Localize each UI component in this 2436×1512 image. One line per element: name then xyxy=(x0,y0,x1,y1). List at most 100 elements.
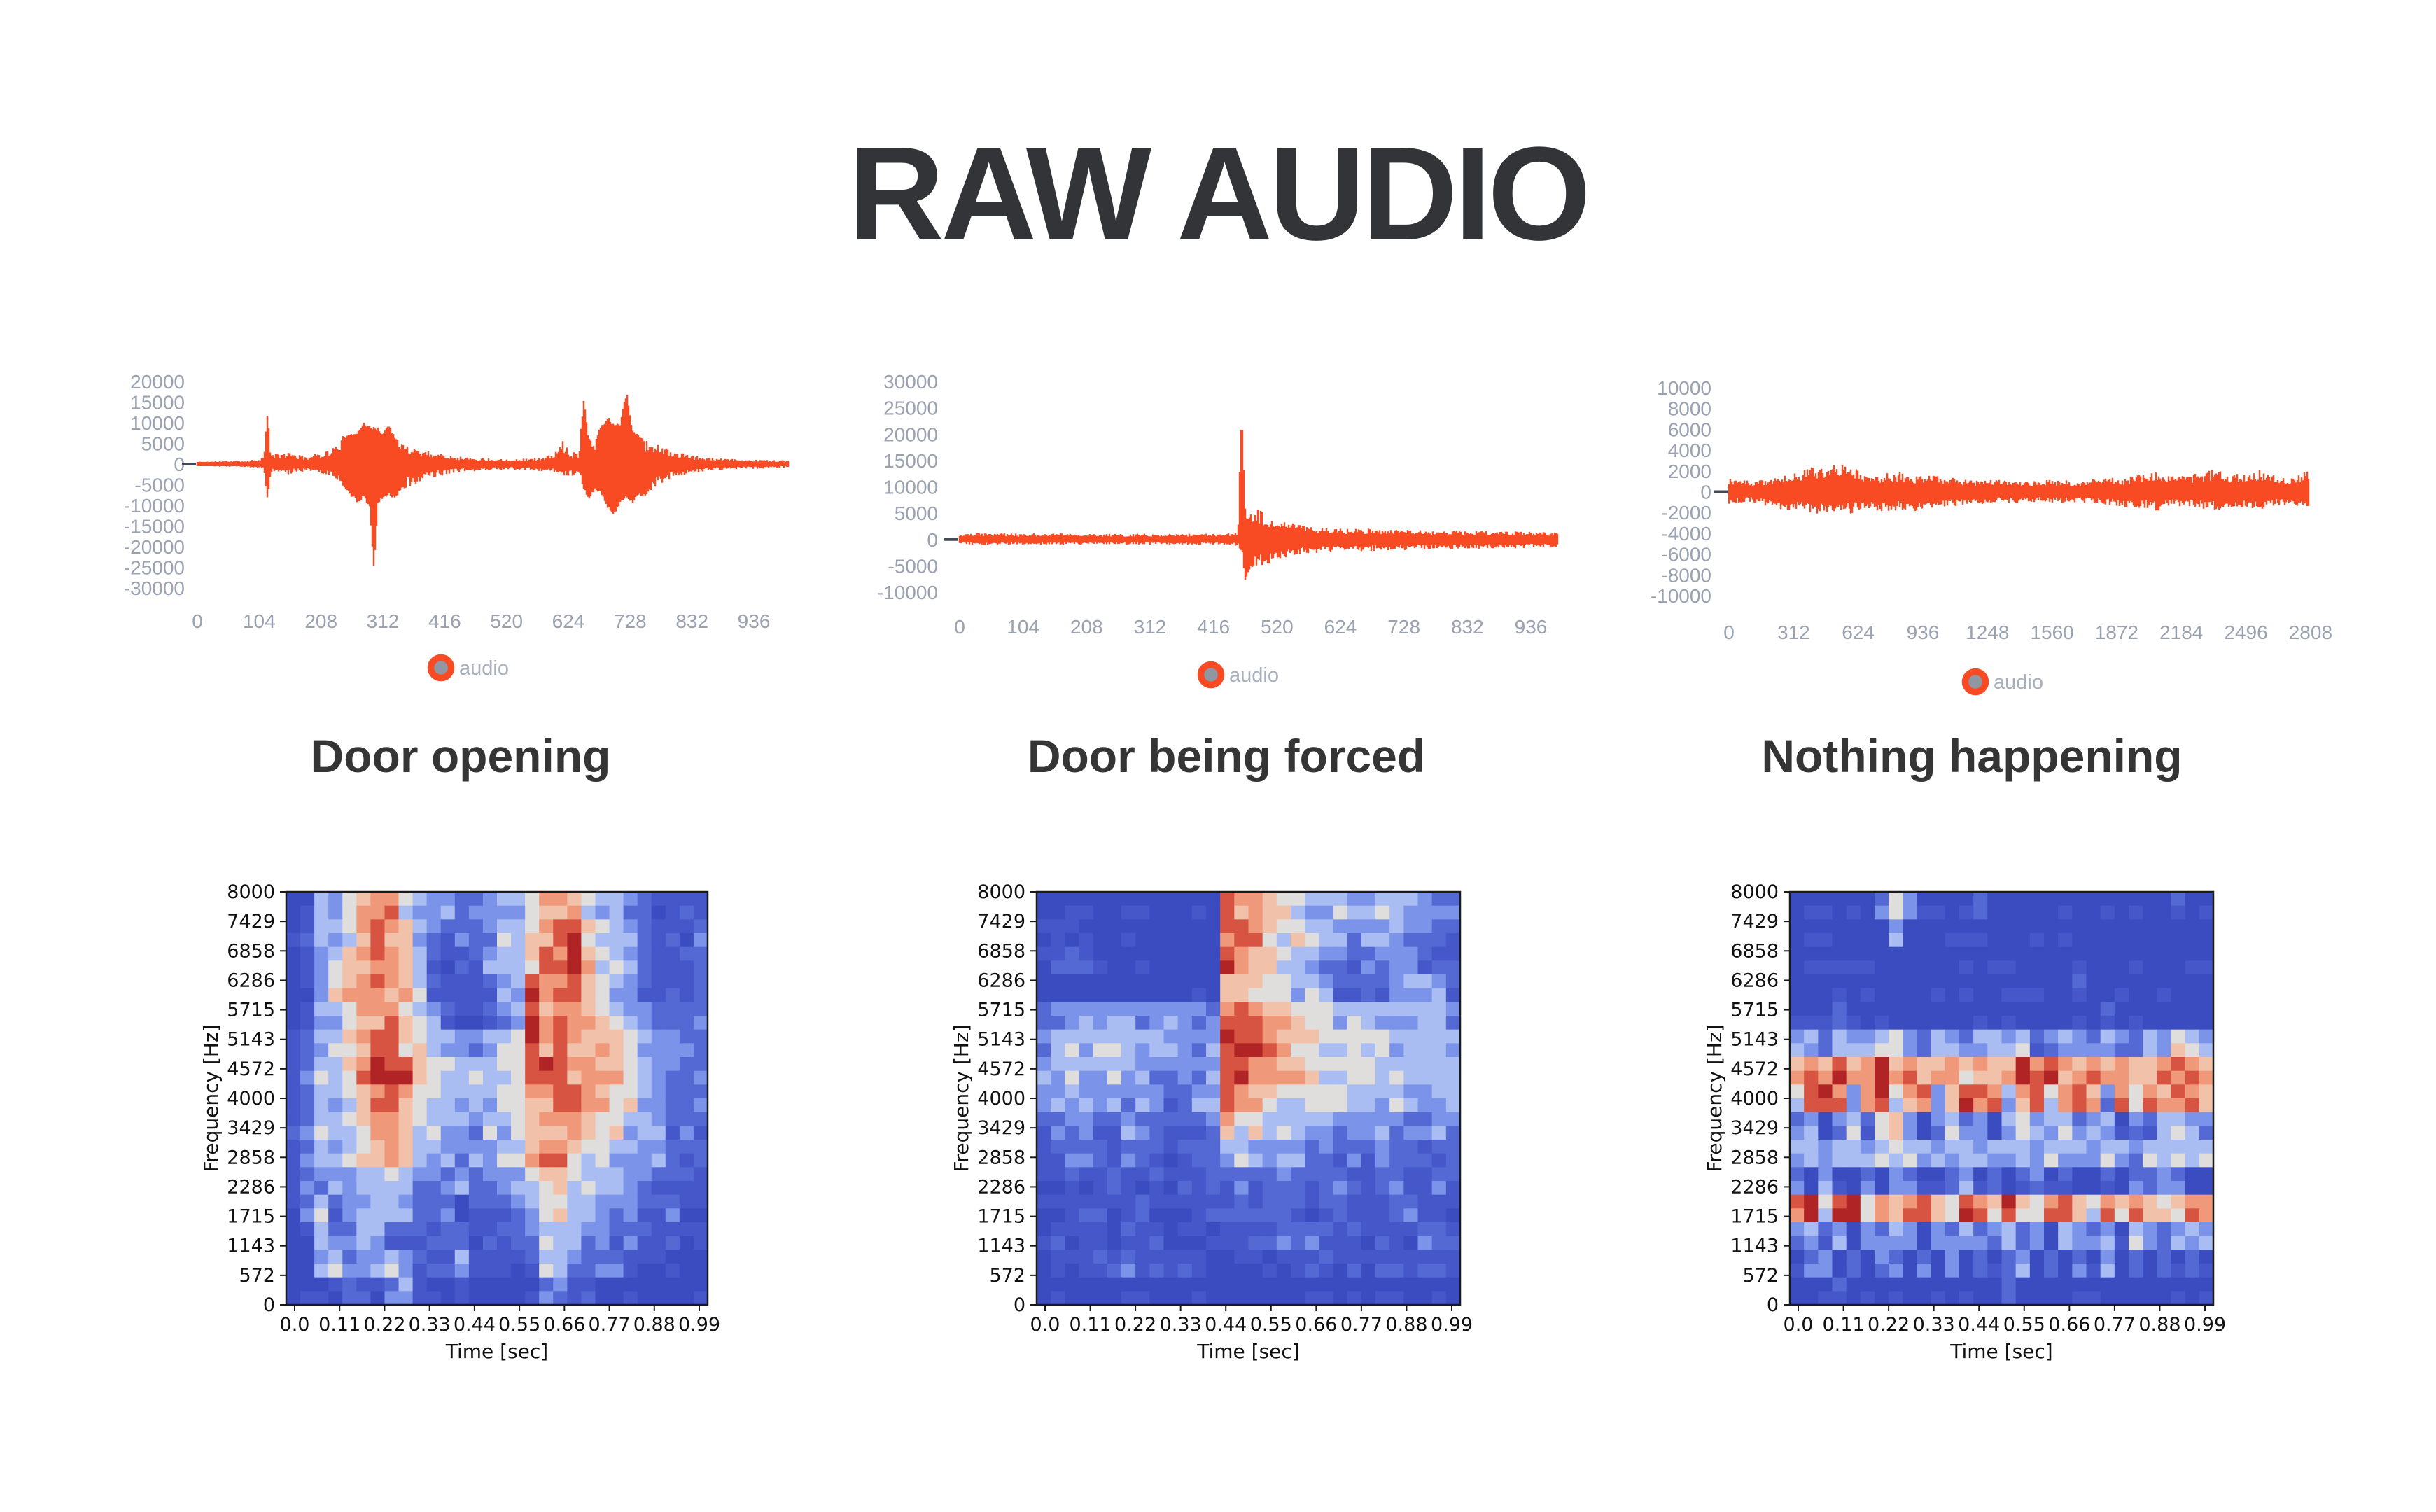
heat-cell xyxy=(286,1291,301,1306)
heat-cell xyxy=(1987,1070,2003,1085)
heat-cell xyxy=(1875,1181,1889,1196)
heat-cell xyxy=(1093,919,1108,934)
heat-cell xyxy=(370,1222,386,1237)
heat-cell xyxy=(454,1098,470,1113)
heat-cell xyxy=(1234,1070,1250,1085)
heat-cell xyxy=(2157,1043,2172,1058)
heat-cell xyxy=(314,892,329,906)
heat-cell xyxy=(539,1236,554,1250)
heat-cell xyxy=(1846,1070,1861,1085)
heat-cell xyxy=(1037,1002,1051,1016)
heat-cell xyxy=(525,1167,540,1182)
heat-cell xyxy=(2199,1277,2214,1292)
heat-cell xyxy=(1987,974,2003,989)
tick-label: 2808 xyxy=(2289,622,2332,643)
heat-cell xyxy=(1446,1016,1461,1030)
heat-cell xyxy=(1418,1070,1433,1085)
heat-cell xyxy=(398,1029,414,1044)
heat-cell xyxy=(2044,1277,2059,1292)
heat-cell xyxy=(2086,1236,2101,1250)
heat-cell xyxy=(1418,1208,1433,1223)
heat-cell xyxy=(1361,1126,1376,1140)
heat-cell xyxy=(1347,1070,1362,1085)
heat-cell xyxy=(1276,1070,1292,1085)
heat-cell xyxy=(2171,1029,2186,1044)
heat-cell xyxy=(679,1250,694,1264)
heat-cell xyxy=(2001,1112,2017,1126)
heat-cell xyxy=(2129,1291,2143,1306)
heat-cell xyxy=(1446,1043,1461,1058)
heat-cell xyxy=(454,1181,470,1196)
heat-cell xyxy=(1432,960,1447,975)
heat-cell xyxy=(539,892,554,906)
heat-cell xyxy=(525,1016,540,1030)
heat-cell xyxy=(609,1264,624,1278)
heat-cell xyxy=(1790,1043,1805,1058)
heat-cell xyxy=(1418,892,1433,906)
heat-cell xyxy=(679,905,694,920)
heat-cell xyxy=(1959,1277,1974,1292)
heat-cell xyxy=(1875,946,1889,961)
heat-cell xyxy=(468,1070,484,1085)
heat-cell xyxy=(665,892,680,906)
heat-cell xyxy=(482,1098,498,1113)
heat-cell xyxy=(1093,1057,1108,1072)
heat-cell xyxy=(412,1250,428,1264)
heat-cell xyxy=(2129,1002,2143,1016)
heat-cell xyxy=(1987,892,2003,906)
heat-cell xyxy=(1065,1002,1080,1016)
heat-cell xyxy=(511,1153,526,1168)
heat-cell xyxy=(2100,1140,2115,1154)
heat-cell xyxy=(1432,1264,1447,1278)
tick-label: 5000 xyxy=(141,433,185,455)
heat-cell xyxy=(356,1043,371,1058)
heat-cell xyxy=(1390,1084,1404,1099)
heat-cell xyxy=(679,1291,694,1306)
heat-cell xyxy=(679,933,694,948)
heat-cell xyxy=(1432,1126,1447,1140)
heat-cell xyxy=(1220,905,1235,920)
heat-cell xyxy=(300,1112,315,1126)
heat-cell xyxy=(1051,1084,1065,1099)
heat-cell xyxy=(1432,974,1447,989)
heat-cell xyxy=(1121,1112,1136,1126)
heat-cell xyxy=(1234,1291,1250,1306)
heat-cell xyxy=(1832,1264,1847,1278)
heat-cell xyxy=(1903,919,1918,934)
heat-cell xyxy=(609,960,624,975)
heat-cell xyxy=(2086,960,2101,975)
heat-cell xyxy=(2114,1002,2129,1016)
heat-cell xyxy=(1305,892,1320,906)
heat-cell xyxy=(412,1153,428,1168)
heat-cell xyxy=(1917,1029,1932,1044)
heat-cell xyxy=(2001,1140,2017,1154)
heat-cell xyxy=(553,1084,568,1099)
heat-cell xyxy=(482,1222,498,1237)
heat-cell xyxy=(1987,1057,2003,1072)
heat-cell xyxy=(1973,974,1988,989)
heat-cell xyxy=(426,1222,442,1237)
heat-cell xyxy=(1135,1194,1150,1209)
heat-cell xyxy=(1376,974,1390,989)
heat-cell xyxy=(623,892,638,906)
heat-cell xyxy=(2143,1070,2157,1085)
heat-cell xyxy=(1376,1016,1390,1030)
heat-cell xyxy=(1107,1167,1122,1182)
heat-cell xyxy=(1860,1153,1875,1168)
heat-cell xyxy=(1079,1016,1094,1030)
heat-cell xyxy=(2058,974,2073,989)
heat-cell xyxy=(1135,974,1150,989)
heat-cell xyxy=(1121,1070,1136,1085)
heat-cell xyxy=(581,1181,596,1196)
heat-cell xyxy=(440,1222,456,1237)
heat-cell xyxy=(1051,1043,1065,1058)
heat-cell xyxy=(454,1291,470,1306)
heat-cell xyxy=(623,946,638,961)
heat-cell xyxy=(1945,1043,1960,1058)
tick-label: 312 xyxy=(1134,616,1167,638)
heat-cell xyxy=(468,933,484,948)
heat-cell xyxy=(468,1167,484,1182)
heat-cell xyxy=(1931,1277,1946,1292)
tick-label: Frequency [Hz] xyxy=(950,1024,973,1172)
tick-label: 4000 xyxy=(1730,1088,1779,1110)
